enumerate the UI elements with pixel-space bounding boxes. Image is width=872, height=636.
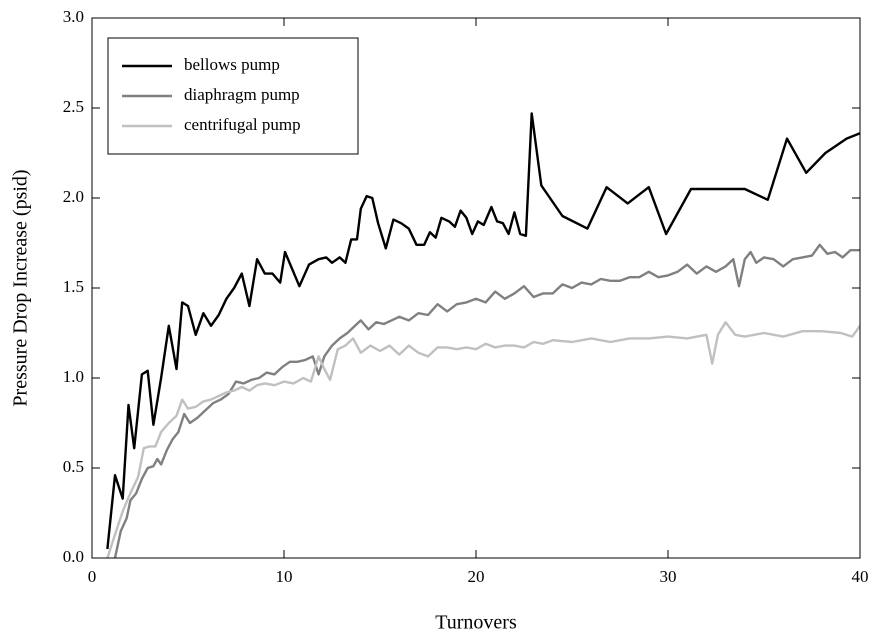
y-tick-label: 3.0 [63, 7, 84, 26]
legend-label: diaphragm pump [184, 85, 300, 104]
x-tick-label: 0 [88, 567, 97, 586]
y-tick-label: 1.5 [63, 277, 84, 296]
x-tick-label: 40 [852, 567, 869, 586]
series-line [106, 112, 861, 550]
x-tick-label: 20 [468, 567, 485, 586]
y-axis-label: Pressure Drop Increase (psid) [10, 169, 32, 406]
series-line [106, 321, 861, 559]
x-tick-label: 30 [660, 567, 677, 586]
y-tick-label: 0.5 [63, 457, 84, 476]
plot-frame [91, 17, 861, 559]
y-tick-label: 2.0 [63, 187, 84, 206]
legend-label: centrifugal pump [184, 115, 301, 134]
x-axis-label: Turnovers [435, 612, 517, 634]
y-tick-label: 1.0 [63, 367, 84, 386]
legend-label: bellows pump [184, 55, 280, 74]
y-tick-label: 0.0 [63, 547, 84, 566]
series-line [113, 243, 860, 559]
x-tick-label: 10 [276, 567, 293, 586]
y-tick-label: 2.5 [63, 97, 84, 116]
